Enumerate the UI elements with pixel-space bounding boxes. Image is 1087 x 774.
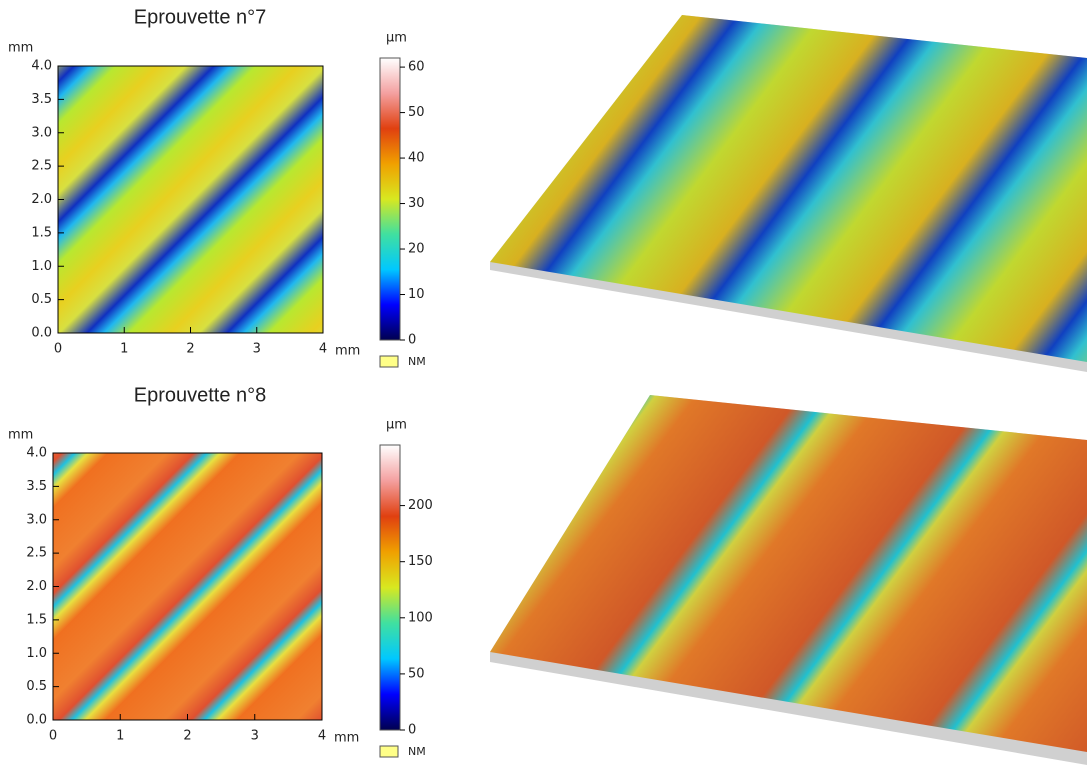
colorbar-tick-label: 150 (408, 554, 433, 569)
y-tick-label: 0.5 (26, 679, 47, 694)
colorbar-tick-label: 100 (408, 610, 433, 625)
colorbar-tick-label: 20 (408, 242, 425, 257)
x-tick-label: 0 (49, 729, 57, 744)
y-tick-label: 2.5 (31, 159, 52, 174)
colorbar (379, 444, 401, 731)
x-tick-label: 1 (120, 342, 128, 357)
colorbar-tick-label: 10 (408, 287, 425, 302)
x-tick-label: 4 (319, 342, 327, 357)
chart-title: Eprouvette n°7 (134, 6, 267, 28)
surface-3d-top (490, 15, 1087, 372)
x-unit: mm (335, 344, 360, 359)
heatmap-image (53, 453, 322, 720)
y-tick-label: 4.0 (26, 446, 47, 461)
x-tick-label: 2 (183, 729, 191, 744)
legend-label: NM (408, 745, 426, 758)
x-tick-label: 3 (251, 729, 259, 744)
y-tick-label: 0.5 (31, 292, 52, 307)
colorbar (379, 57, 401, 341)
y-tick-label: 0.0 (26, 713, 47, 728)
colorbar-tick-label: 40 (408, 151, 425, 166)
y-tick-label: 3.5 (26, 479, 47, 494)
y-tick-label: 4.0 (31, 59, 52, 74)
y-tick-label: 3.5 (31, 92, 52, 107)
y-tick-label: 2.0 (31, 192, 52, 207)
y-tick-label: 1.5 (31, 225, 52, 240)
colorbar-tick-label: 60 (408, 60, 425, 75)
y-tick-label: 0.0 (31, 326, 52, 341)
colorbar-tick-label: 0 (408, 333, 416, 348)
colorbar-unit: µm (386, 418, 407, 433)
colorbar-tick-label: 50 (408, 105, 425, 120)
y-tick-label: 1.0 (31, 259, 52, 274)
y-unit: mm (8, 428, 33, 443)
colorbar-tick-label: 200 (408, 498, 433, 513)
surface-3d-bottom (490, 395, 1087, 765)
legend-label: NM (408, 355, 426, 368)
y-tick-label: 2.5 (26, 546, 47, 561)
colorbar-tick-label: 0 (408, 723, 416, 738)
y-tick-label: 3.0 (31, 125, 52, 140)
legend-swatch (379, 745, 399, 758)
x-tick-label: 0 (54, 342, 62, 357)
colorbar-unit: µm (386, 31, 407, 46)
colorbar-tick-label: 50 (408, 666, 425, 681)
legend-swatch (379, 355, 399, 368)
y-tick-label: 2.0 (26, 579, 47, 594)
y-tick-label: 1.5 (26, 612, 47, 627)
x-tick-label: 2 (186, 342, 194, 357)
heatmap-image (58, 66, 323, 333)
y-unit: mm (8, 41, 33, 56)
y-tick-label: 1.0 (26, 646, 47, 661)
x-unit: mm (334, 731, 359, 746)
x-tick-label: 3 (253, 342, 261, 357)
y-tick-label: 3.0 (26, 512, 47, 527)
colorbar-tick-label: 30 (408, 196, 425, 211)
x-tick-label: 1 (116, 729, 124, 744)
x-tick-label: 4 (318, 729, 326, 744)
chart-title: Eprouvette n°8 (134, 384, 267, 406)
